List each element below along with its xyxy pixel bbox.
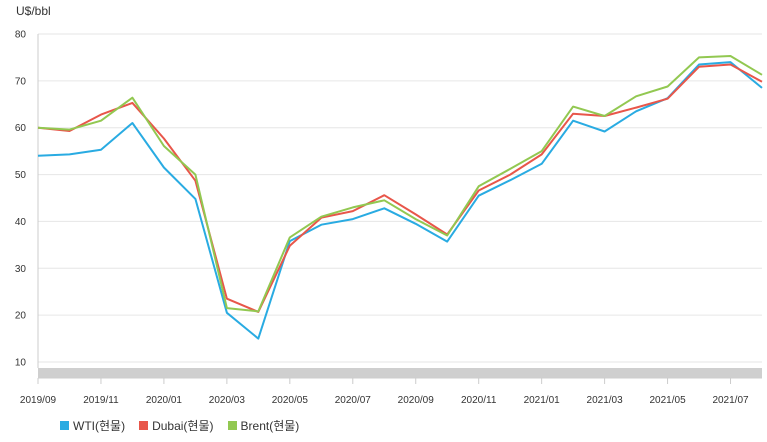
x-tick-label-2021/05: 2021/05	[649, 395, 686, 406]
x-tick-label-2019/11: 2019/11	[83, 395, 119, 406]
x-tick-label-2021/07: 2021/07	[712, 395, 749, 406]
y-tick-label-30: 30	[15, 264, 27, 275]
y-tick-label-80: 80	[15, 30, 27, 41]
y-tick-label-60: 60	[15, 123, 27, 134]
legend-item-wti[interactable]: WTI(현물)	[60, 417, 125, 434]
x-tick-label-2019/09: 2019/09	[20, 395, 57, 406]
y-axis-ticks: 10 20 30 40 50 60 70 80	[15, 30, 27, 369]
legend-item-brent[interactable]: Brent(현물)	[227, 417, 300, 434]
gridlines	[38, 33, 762, 363]
series-lines	[37, 55, 763, 340]
series-line-2[interactable]	[37, 55, 763, 313]
y-tick-label-20: 20	[15, 311, 27, 322]
range-scrollbar[interactable]	[38, 368, 762, 378]
legend-swatch-wti	[60, 421, 69, 430]
y-tick-label-10: 10	[15, 358, 27, 369]
series-line-0[interactable]	[37, 61, 763, 340]
x-tick-label-2020/03: 2020/03	[209, 395, 246, 406]
series-line-1[interactable]	[37, 63, 763, 313]
x-tick-label-2020/11: 2020/11	[461, 395, 497, 406]
y-tick-label-70: 70	[15, 76, 27, 87]
legend-label-dubai: Dubai(현물)	[152, 419, 214, 433]
y-axis-unit-label: U$/bbl	[16, 4, 51, 18]
x-tick-label-2021/01: 2021/01	[524, 395, 561, 406]
y-tick-label-40: 40	[15, 217, 27, 228]
y-tick-label-50: 50	[15, 170, 27, 181]
x-tick-label-2020/07: 2020/07	[335, 395, 372, 406]
x-axis-ticks: 2019/09 2019/11 2020/01 2020/03 2020/05 2020/…	[20, 378, 749, 406]
x-tick-label-2020/05: 2020/05	[272, 395, 309, 406]
x-tick-label-2020/01: 2020/01	[146, 395, 183, 406]
legend-item-dubai[interactable]: Dubai(현물)	[139, 417, 214, 434]
legend-label-brent: Brent(현물)	[240, 419, 300, 433]
legend-swatch-brent	[227, 421, 237, 430]
x-tick-label-2020/09: 2020/09	[398, 395, 435, 406]
legend-label-wti: WTI(현물)	[73, 419, 126, 433]
legend: WTI(현물) Dubai(현물) Brent(현물)	[60, 417, 299, 434]
x-tick-label-2021/03: 2021/03	[587, 395, 624, 406]
legend-swatch-dubai	[139, 421, 149, 430]
